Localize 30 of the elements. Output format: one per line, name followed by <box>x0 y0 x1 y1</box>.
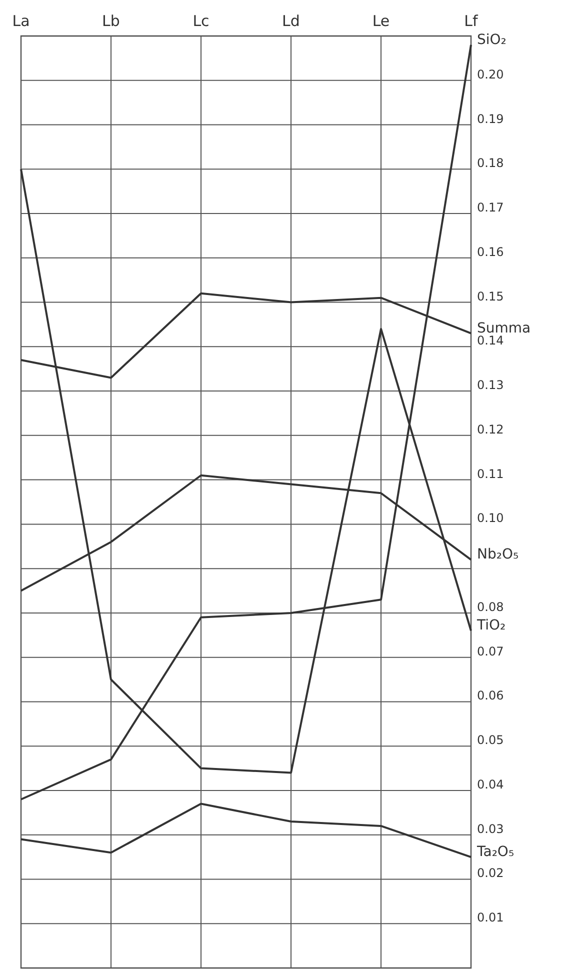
y-tick-label: 0.17 <box>477 200 504 215</box>
y-tick-label: 0.05 <box>477 733 504 748</box>
y-tick-label: 0.07 <box>477 644 504 658</box>
series-label: Ta₂O₅ <box>476 844 514 860</box>
y-tick-label: 0.14 <box>477 334 504 348</box>
series-label: Summa <box>477 320 531 336</box>
y-tick-label: 0.18 <box>477 156 504 170</box>
x-tick-label: Ld <box>282 12 300 30</box>
series-label: Nb₂O₅ <box>477 546 519 563</box>
y-tick-label: 0.15 <box>477 289 504 304</box>
y-tick-label: 0.08 <box>477 600 504 614</box>
y-tick-label: 0.03 <box>477 822 504 836</box>
y-tick-label: 0.02 <box>477 866 504 880</box>
y-tick-label: 0.01 <box>477 910 504 925</box>
y-tick-label: 0.06 <box>477 688 504 703</box>
y-tick-label: 0.11 <box>477 466 504 481</box>
series-label: SiO₂ <box>477 32 506 48</box>
series-label: TiO₂ <box>476 618 506 634</box>
x-tick-label: Lb <box>102 12 120 30</box>
y-tick-label: 0.13 <box>477 378 504 392</box>
y-tick-label: 0.16 <box>477 244 504 259</box>
y-tick-label: 0.19 <box>477 112 504 126</box>
x-tick-label: Lc <box>192 12 210 30</box>
x-tick-label: Le <box>372 12 390 30</box>
y-tick-label: 0.10 <box>477 511 504 526</box>
x-tick-label: La <box>12 12 30 30</box>
y-tick-label: 0.12 <box>477 422 504 436</box>
y-tick-label: 0.04 <box>477 777 504 792</box>
y-tick-label: 0.20 <box>477 67 504 82</box>
x-tick-label: Lf <box>464 12 479 30</box>
